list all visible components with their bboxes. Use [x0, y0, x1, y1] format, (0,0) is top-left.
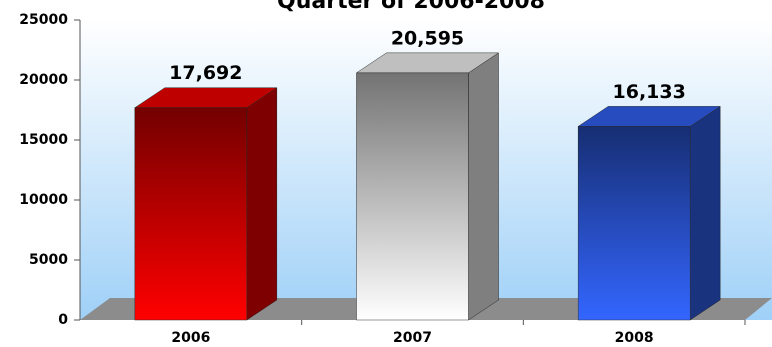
- y-tick-label: 5000: [29, 252, 68, 268]
- value-label: 17,692: [169, 62, 242, 84]
- value-label: 20,595: [391, 27, 464, 49]
- x-tick-label: 2006: [171, 330, 210, 346]
- value-label: 16,133: [613, 81, 686, 103]
- x-tick-label: 2008: [615, 330, 654, 346]
- x-tick-label: 2007: [393, 330, 432, 346]
- y-tick-label: 10000: [19, 192, 68, 208]
- bar-side-shade: [246, 87, 277, 320]
- y-tick-label: 0: [58, 312, 68, 328]
- y-tick-label: 15000: [19, 132, 68, 148]
- bar-top-shade: [134, 87, 277, 108]
- bar-shade: [356, 72, 469, 320]
- bar-top-shade: [356, 52, 499, 73]
- bar-shade: [578, 126, 691, 321]
- bar-side-shade: [468, 52, 499, 321]
- bar-top-shade: [578, 106, 721, 127]
- chart-title: Quarter of 2006-2008: [277, 0, 545, 14]
- y-tick-label: 20000: [19, 72, 68, 88]
- bar-shade: [134, 107, 247, 320]
- bar-side-shade: [690, 106, 721, 321]
- y-tick-label: 25000: [19, 12, 68, 28]
